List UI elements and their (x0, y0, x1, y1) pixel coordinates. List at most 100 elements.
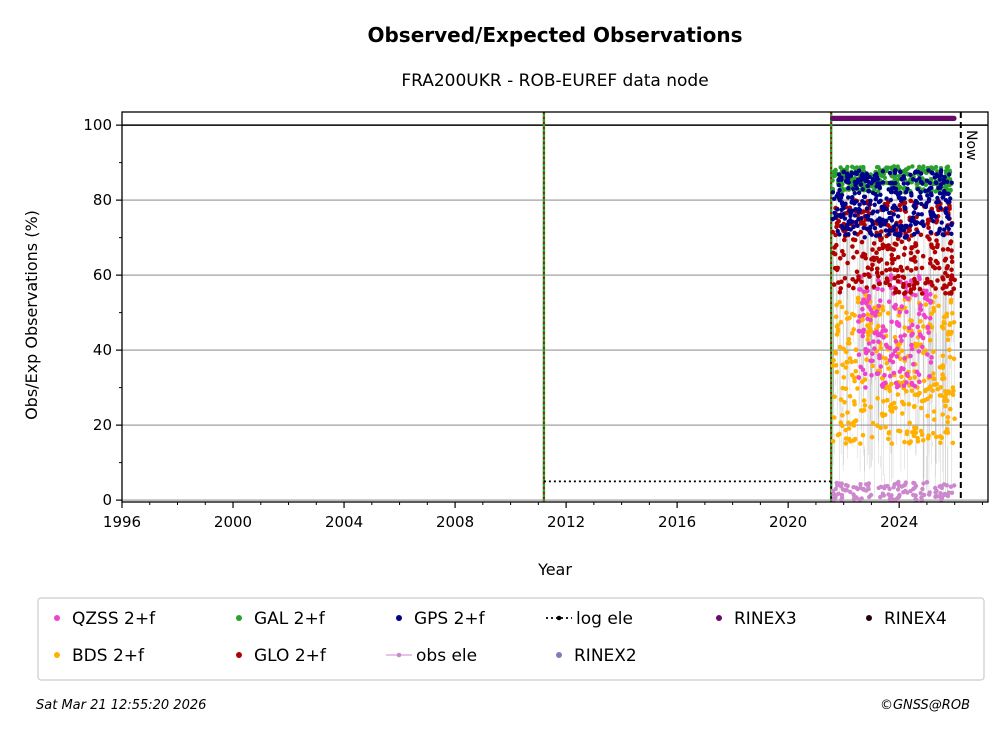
data-point (933, 214, 938, 219)
data-point (853, 279, 859, 285)
data-point (894, 354, 900, 359)
data-point (847, 208, 852, 213)
data-point (861, 398, 867, 403)
data-point (926, 330, 931, 335)
data-point (846, 420, 851, 426)
data-point (872, 346, 877, 351)
data-point (898, 169, 903, 174)
data-point (908, 439, 913, 444)
data-point (945, 332, 951, 337)
data-point (875, 209, 880, 214)
data-point (920, 486, 925, 492)
data-point (904, 265, 910, 271)
data-point (905, 373, 910, 379)
data-point (870, 420, 876, 426)
data-point (946, 191, 951, 197)
data-point (917, 276, 922, 282)
data-point (854, 249, 860, 255)
data-point (841, 169, 846, 175)
data-point (899, 366, 904, 371)
data-point (877, 246, 882, 252)
data-point (942, 395, 948, 401)
data-point (899, 338, 904, 344)
data-point (921, 324, 926, 329)
data-point (949, 267, 954, 273)
data-point (839, 481, 844, 486)
data-point (918, 221, 924, 226)
data-point (882, 486, 887, 491)
data-point (920, 344, 925, 350)
data-point (909, 216, 914, 222)
data-point (909, 388, 915, 394)
data-point (918, 232, 924, 238)
data-point (939, 324, 945, 329)
data-point (925, 221, 930, 226)
data-point (945, 264, 950, 269)
data-point (893, 205, 899, 211)
data-point (902, 333, 907, 338)
y-axis-label: Obs/Exp Observations (%) (22, 210, 41, 420)
data-point (830, 229, 836, 235)
data-point (871, 284, 877, 289)
data-point (863, 385, 868, 390)
data-point (950, 310, 955, 316)
data-point (878, 223, 883, 228)
data-point (913, 266, 919, 271)
data-point (832, 349, 838, 355)
data-point (830, 190, 836, 195)
data-point (934, 434, 939, 440)
data-point (871, 241, 877, 246)
data-point (877, 181, 882, 186)
data-point (912, 220, 918, 226)
data-point (846, 283, 852, 288)
x-tick-label: 1996 (103, 513, 141, 531)
data-point (930, 388, 935, 393)
data-point (911, 486, 916, 492)
data-point (915, 435, 920, 441)
data-point (908, 198, 913, 204)
data-point (918, 190, 923, 195)
data-point (861, 194, 867, 199)
data-point (902, 325, 907, 330)
x-tick-label: 2024 (880, 513, 918, 531)
data-point (941, 177, 947, 182)
data-point (861, 209, 866, 214)
data-point (887, 170, 893, 176)
data-point (919, 405, 924, 411)
data-point (838, 165, 843, 170)
data-point (892, 334, 898, 340)
data-point (935, 278, 940, 283)
data-point (874, 309, 880, 314)
data-point (935, 174, 940, 179)
data-point (890, 205, 895, 211)
data-point (883, 280, 888, 286)
data-point (905, 490, 910, 495)
data-point (864, 214, 869, 219)
data-point (908, 353, 913, 359)
data-point (897, 232, 902, 237)
data-point (918, 196, 923, 201)
legend-marker (556, 652, 562, 658)
data-point (832, 415, 837, 420)
data-point (887, 358, 893, 363)
data-point (873, 233, 879, 238)
data-point (919, 291, 925, 296)
data-point (856, 274, 861, 279)
data-point (861, 312, 866, 318)
data-point (928, 292, 933, 297)
y-tick-label: 80 (93, 191, 112, 209)
data-point (852, 231, 858, 236)
data-point (838, 397, 844, 402)
data-point (881, 399, 886, 404)
data-point (841, 375, 847, 380)
data-point (870, 262, 875, 268)
data-point (920, 181, 925, 186)
data-point (895, 279, 901, 284)
data-point (896, 289, 902, 295)
data-point (896, 428, 901, 434)
data-point (919, 265, 925, 271)
data-point (874, 171, 879, 177)
data-point (925, 396, 930, 402)
data-point (915, 249, 920, 255)
data-point (927, 180, 933, 186)
